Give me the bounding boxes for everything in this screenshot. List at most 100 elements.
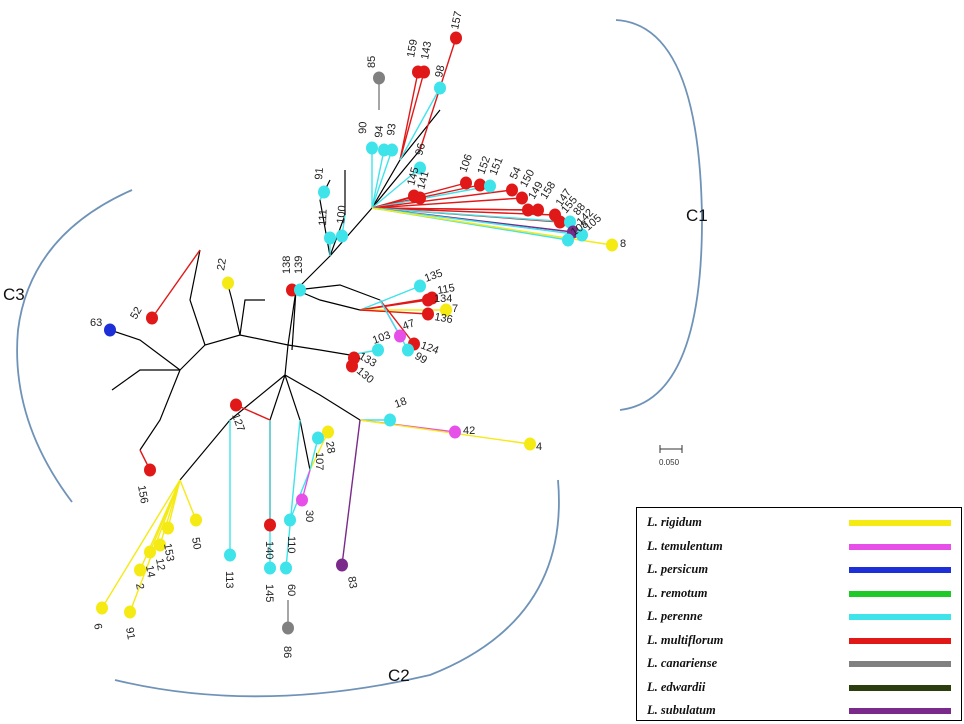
leaf-label: 115 — [436, 282, 455, 297]
leaf-branch — [341, 419, 361, 566]
legend-color-swatch — [849, 661, 951, 667]
legend-species-name: L. temulentum — [647, 538, 723, 553]
legend-entry: L. temulentum — [637, 536, 961, 560]
leaf-node — [516, 191, 528, 205]
leaf-label: 134 — [434, 293, 452, 305]
leaf-node — [414, 191, 426, 205]
leaf-node — [524, 437, 536, 451]
leaf-node — [394, 329, 406, 343]
legend-species-name: L. persicum — [647, 562, 709, 576]
legend-color-swatch — [849, 637, 951, 644]
leaf-node — [336, 229, 348, 243]
leaf-node — [386, 143, 398, 157]
legend-entry: L. edwardii — [637, 677, 961, 701]
leaf-label: 47 — [401, 317, 417, 332]
leaf-label: 18 — [393, 395, 409, 410]
cluster-bracket-c3 — [16, 189, 133, 503]
leaf-branch — [399, 87, 441, 161]
leaf-node — [422, 307, 434, 321]
leaf-node — [280, 561, 292, 575]
legend-entry: L. multiflorum — [637, 630, 961, 654]
leaf-label: 159 — [405, 38, 420, 58]
legend-color-swatch — [849, 543, 951, 550]
leaf-label: 4 — [536, 441, 542, 453]
cluster-label-c1: C1 — [686, 206, 708, 225]
leaf-branch — [371, 185, 491, 209]
leaf-label: 22 — [215, 257, 229, 271]
leaf-node — [190, 513, 202, 527]
leaf-label: 145 — [405, 166, 421, 187]
leaf-label: 153 — [161, 542, 176, 562]
leaf-label: 8 — [620, 238, 626, 250]
leaf-branch — [399, 71, 425, 161]
leaf-label: 124 — [419, 340, 440, 358]
leaf-node — [484, 179, 496, 193]
leaf-branch — [371, 189, 513, 209]
leaf-label: 100 — [335, 205, 349, 224]
leaf-label: 113 — [223, 571, 235, 589]
cluster-label-c3: C3 — [3, 285, 25, 304]
leaf-label: 156 — [135, 484, 150, 504]
leaf-label: 83 — [345, 575, 359, 589]
legend-species-name: L. subulatum — [647, 703, 716, 717]
cluster-bracket-c2 — [114, 479, 560, 698]
leaf-node — [562, 233, 574, 247]
leaf-node — [372, 343, 384, 357]
leaf-label: 7 — [452, 303, 458, 315]
leaf-label: 96 — [413, 142, 428, 157]
leaf-label: 6 — [91, 622, 104, 630]
leaf-node — [146, 311, 158, 325]
legend-species-name: L. multiflorum — [647, 632, 724, 647]
species-legend: L. rigidum L. temulentum L. persicum L. rem… — [636, 507, 962, 721]
leaf-node — [282, 621, 294, 635]
leaf-node — [324, 231, 336, 245]
leaf-node — [346, 359, 358, 373]
leaf-node — [134, 563, 146, 577]
legend-color-swatch — [849, 614, 951, 620]
leaf-node — [384, 413, 396, 427]
leaf-label: 2 — [133, 582, 146, 590]
leaf-branch — [371, 149, 393, 209]
leaf-node — [154, 538, 166, 552]
leaf-node — [564, 215, 576, 229]
leaf-label: 106 — [458, 153, 476, 174]
leaf-branch — [371, 149, 385, 209]
leaf-node — [450, 31, 462, 45]
leaf-node — [460, 176, 472, 190]
leaf-label: 138 — [281, 256, 293, 274]
leaf-nodes — [96, 31, 618, 635]
leaf-label: 30 — [303, 510, 315, 522]
leaf-label: 93 — [385, 123, 399, 137]
leaf-node — [414, 279, 426, 293]
leaf-node — [402, 343, 414, 357]
leaf-node — [222, 276, 234, 290]
leaf-label: 91 — [123, 626, 137, 640]
leaf-label: 98 — [433, 64, 447, 78]
leaf-node — [366, 141, 378, 155]
leaf-label: 136 — [433, 311, 453, 326]
leaf-node — [296, 493, 308, 507]
cluster-label-c2: C2 — [388, 666, 410, 685]
leaf-label: 140 — [263, 541, 275, 559]
leaf-branch — [235, 404, 271, 421]
leaf-label: 50 — [189, 536, 203, 550]
leaf-branch — [149, 479, 181, 553]
leaf-branch — [379, 299, 415, 345]
legend-color-swatch — [849, 567, 951, 573]
leaf-label: 145 — [263, 584, 275, 602]
leaf-branch — [371, 207, 571, 223]
leaf-label: 63 — [90, 317, 102, 329]
leaf-node — [322, 425, 334, 439]
legend-color-swatch — [849, 520, 951, 526]
legend-species-name: L. canariense — [647, 656, 718, 670]
leaf-label: 28 — [323, 440, 337, 454]
cluster-brackets — [16, 19, 703, 698]
leaf-node — [144, 545, 156, 559]
leaf-node — [606, 238, 618, 252]
leaf-branch — [179, 479, 197, 521]
leaf-branch — [371, 197, 523, 209]
legend-entry: L. canariense — [637, 653, 961, 677]
leaf-branch — [151, 249, 201, 319]
leaf-node — [264, 561, 276, 575]
